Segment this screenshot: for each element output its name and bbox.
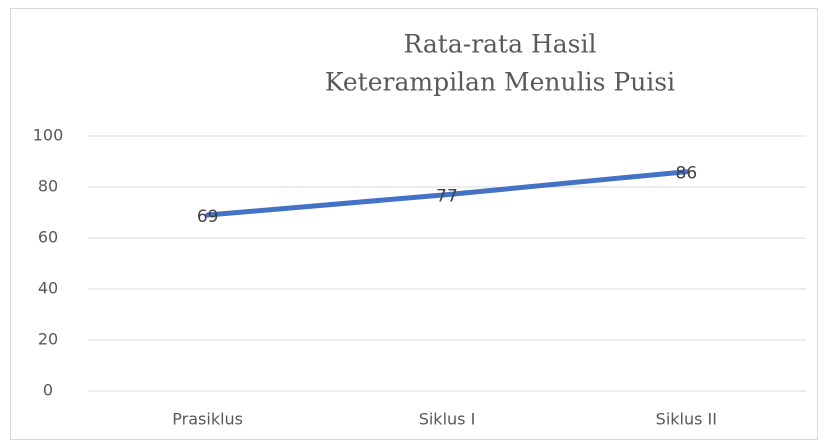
x-tick-label: Prasiklus bbox=[172, 410, 243, 429]
y-tick-label: 0 bbox=[43, 381, 53, 400]
x-tick-label: Siklus I bbox=[419, 410, 476, 429]
y-tick-label: 60 bbox=[38, 228, 58, 247]
data-label: 86 bbox=[676, 164, 698, 184]
y-tick-label: 20 bbox=[38, 330, 58, 349]
y-tick-label: 80 bbox=[38, 177, 58, 196]
y-tick-label: 40 bbox=[38, 279, 58, 298]
chart-title: Rata-rata Hasil bbox=[404, 30, 597, 59]
x-tick-label: Siklus II bbox=[656, 410, 717, 429]
data-label: 69 bbox=[197, 207, 219, 227]
chart-frame bbox=[10, 8, 818, 440]
y-tick-label: 100 bbox=[33, 126, 64, 145]
data-line bbox=[205, 169, 689, 218]
data-label: 77 bbox=[436, 187, 458, 207]
chart-title: Keterampilan Menulis Puisi bbox=[325, 68, 675, 97]
